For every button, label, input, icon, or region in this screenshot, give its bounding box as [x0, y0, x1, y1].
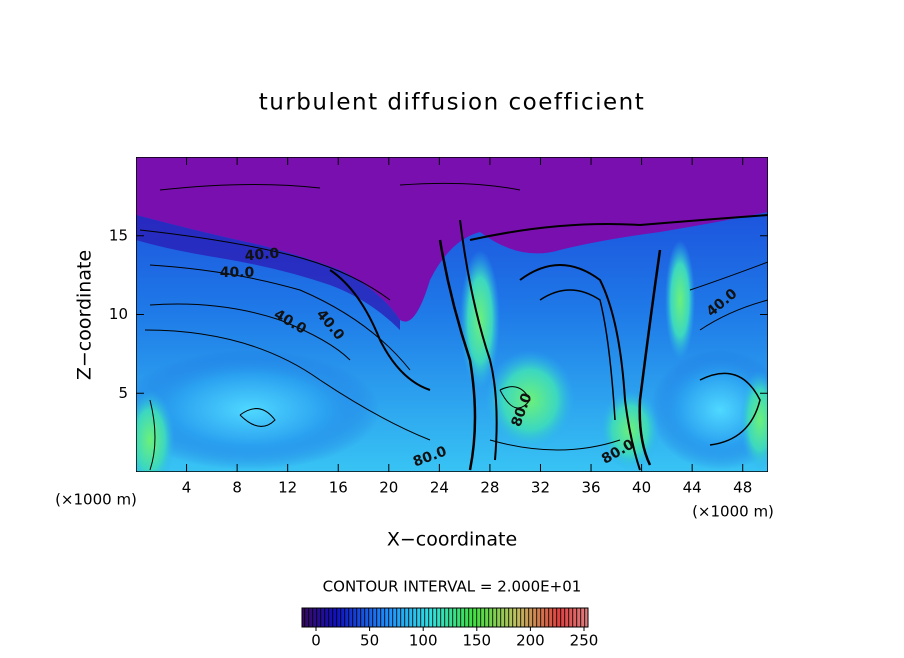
contour-field: [136, 157, 768, 472]
colorbar-tick-label: 200: [516, 632, 545, 650]
x-unit-label: (×1000 m): [692, 503, 774, 521]
x-unit-label: (×1000 m): [55, 491, 137, 509]
contour-label: 40.0: [244, 246, 280, 265]
x-tick-label: 36: [581, 479, 600, 497]
y-tick-label: 15: [109, 226, 128, 244]
chart-title: turbulent diffusion coefficient: [259, 90, 646, 116]
x-tick-label: 20: [379, 479, 398, 497]
y-axis-label: Z−coordinate: [74, 250, 96, 380]
x-tick-label: 44: [683, 479, 702, 497]
colorbar-tick-label: 150: [462, 632, 491, 650]
colorbar-frame: [301, 607, 589, 628]
x-axis-label: X−coordinate: [387, 529, 517, 551]
x-tick-label: 12: [278, 479, 297, 497]
x-tick-label: 40: [632, 479, 651, 497]
x-tick-label: 8: [232, 479, 242, 497]
x-tick-label: 24: [430, 479, 449, 497]
x-tick-label: 48: [733, 479, 752, 497]
y-tick-label: 5: [118, 384, 128, 402]
contour-interval: CONTOUR INTERVAL = 2.000E+01: [323, 578, 582, 596]
colorbar-tick-label: 250: [570, 632, 599, 650]
x-tick-label: 32: [531, 479, 550, 497]
colorbar-tick-label: 0: [311, 632, 321, 650]
contour-label: 40.0: [220, 265, 255, 281]
colorbar-tick-label: 100: [409, 632, 438, 650]
x-tick-label: 4: [182, 479, 192, 497]
colorbar-lines: [302, 608, 588, 627]
x-tick-label: 28: [480, 479, 499, 497]
x-tick-label: 16: [329, 479, 348, 497]
colorbar-tick-label: 50: [360, 632, 379, 650]
y-tick-label: 10: [109, 305, 128, 323]
